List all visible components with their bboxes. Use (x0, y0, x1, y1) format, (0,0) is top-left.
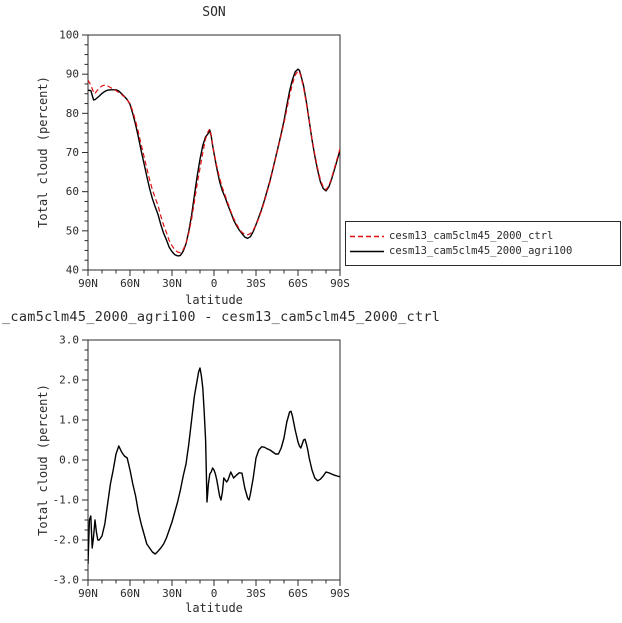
legend-line-sample-agri100 (350, 250, 384, 252)
svg-text:60S: 60S (288, 587, 308, 600)
svg-text:90: 90 (66, 68, 79, 81)
series-line (88, 367, 340, 565)
svg-text:30N: 30N (162, 277, 182, 290)
top-chart-title: SON (202, 5, 226, 20)
svg-text:60S: 60S (288, 277, 308, 290)
tick-labels: 90N 60N 30N 0 30S 60S 90S -3.0 -2.0 -1.0 0.0 1.0 2.0… (53, 334, 350, 601)
svg-text:-2.0: -2.0 (53, 534, 80, 547)
svg-text:100: 100 (59, 29, 79, 42)
svg-text:1.0: 1.0 (59, 414, 79, 427)
svg-text:70: 70 (66, 146, 79, 159)
series-line (88, 70, 340, 254)
svg-text:60N: 60N (120, 277, 140, 290)
top-chart-ylabel: Total cloud (percent) (36, 76, 50, 228)
svg-text:0: 0 (211, 277, 218, 290)
bottom-chart-ylabel: Total cloud (percent) (36, 384, 50, 536)
svg-text:-3.0: -3.0 (53, 574, 80, 587)
chart-1: 90N 60N 30N 0 30S 60S 90S -3.0 -2.0 -1.0 0.0 1.0 2.0… (53, 334, 350, 601)
svg-text:90N: 90N (78, 277, 98, 290)
svg-text:30S: 30S (246, 587, 266, 600)
legend-entry-ctrl: cesm13_cam5clm45_2000_ctrl (349, 230, 617, 242)
svg-text:40: 40 (66, 264, 79, 277)
ticks (82, 34, 341, 276)
svg-text:30S: 30S (246, 277, 266, 290)
svg-text:30N: 30N (162, 587, 182, 600)
svg-text:2.0: 2.0 (59, 374, 79, 387)
svg-text:60N: 60N (120, 587, 140, 600)
svg-text:60: 60 (66, 185, 79, 198)
legend-line-sample-ctrl (350, 235, 384, 237)
bottom-chart-xlabel: latitude (185, 601, 243, 615)
chart-0: 90N 60N 30N 0 30S 60S 90S 40 50 60 70 80 90 100 (59, 29, 350, 291)
svg-text:-1.0: -1.0 (53, 494, 80, 507)
svg-text:90S: 90S (330, 587, 350, 600)
plot-frame (87, 339, 341, 581)
legend: cesm13_cam5clm45_2000_ctrl cesm13_cam5cl… (345, 221, 621, 266)
svg-text:80: 80 (66, 107, 79, 120)
bottom-chart-title: _cam5clm45_2000_agri100 - cesm13_cam5clm… (2, 309, 441, 325)
series-line (88, 68, 340, 257)
top-chart-xlabel: latitude (185, 293, 243, 307)
svg-text:0.0: 0.0 (59, 454, 79, 467)
legend-label-ctrl: cesm13_cam5clm45_2000_ctrl (389, 230, 554, 242)
tick-labels: 90N 60N 30N 0 30S 60S 90S 40 50 60 70 80 90 100 (59, 29, 350, 291)
svg-text:90N: 90N (78, 587, 98, 600)
svg-text:0: 0 (211, 587, 218, 600)
legend-entry-agri100: cesm13_cam5clm45_2000_agri100 (349, 245, 617, 257)
svg-text:3.0: 3.0 (59, 334, 79, 347)
svg-text:90S: 90S (330, 277, 350, 290)
ticks (82, 339, 341, 586)
svg-text:50: 50 (66, 224, 79, 237)
legend-label-agri100: cesm13_cam5clm45_2000_agri100 (389, 245, 573, 257)
